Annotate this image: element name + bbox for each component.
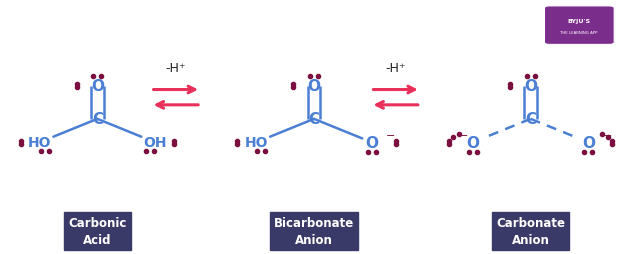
Text: O: O: [365, 135, 378, 150]
Text: O: O: [582, 135, 595, 150]
Text: C: C: [308, 112, 320, 127]
Text: O: O: [524, 79, 537, 94]
Text: Carbonate
Anion: Carbonate Anion: [496, 216, 565, 246]
Text: O: O: [308, 79, 320, 94]
Text: C: C: [92, 112, 103, 127]
Text: −: −: [603, 130, 612, 140]
FancyBboxPatch shape: [544, 7, 614, 45]
Text: C: C: [525, 112, 536, 127]
Text: O: O: [91, 79, 104, 94]
Text: -H⁺: -H⁺: [166, 62, 186, 75]
Text: −: −: [386, 130, 396, 140]
Text: THE LEARNING APP: THE LEARNING APP: [560, 31, 598, 35]
Text: OH: OH: [143, 136, 167, 150]
Text: O: O: [467, 135, 479, 150]
Text: BYJU'S: BYJU'S: [568, 19, 590, 24]
Text: Carbonic
Acid: Carbonic Acid: [68, 216, 126, 246]
Text: Bicarbonate
Anion: Bicarbonate Anion: [274, 216, 354, 246]
Text: HO: HO: [244, 136, 268, 150]
Text: HO: HO: [28, 136, 51, 150]
Text: -H⁺: -H⁺: [386, 62, 406, 75]
Text: −: −: [458, 130, 468, 140]
